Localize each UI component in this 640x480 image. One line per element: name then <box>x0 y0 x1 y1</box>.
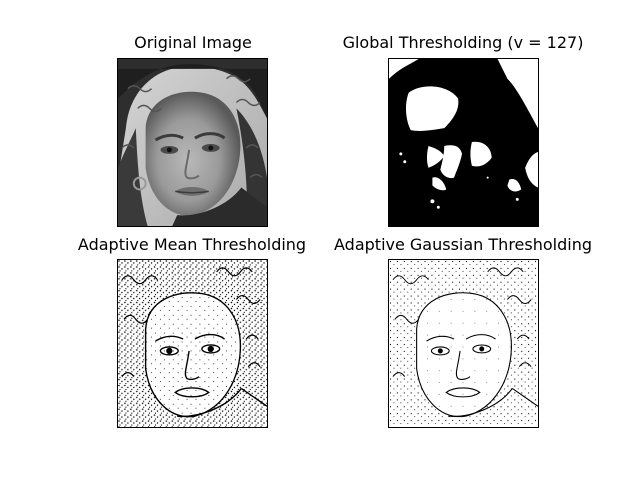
panel-title-global-threshold: Global Thresholding (v = 127) <box>342 33 584 52</box>
panel-title-adaptive-gaussian: Adaptive Gaussian Thresholding <box>334 235 592 254</box>
global-threshold-image <box>389 59 538 226</box>
adaptive-mean-image <box>118 260 267 427</box>
panel-adaptive-mean <box>117 259 268 428</box>
panel-title-adaptive-mean: Adaptive Mean Thresholding <box>77 235 307 254</box>
adaptive-gaussian-image <box>389 260 538 427</box>
panel-original-image <box>117 58 268 227</box>
panel-title-original: Original Image <box>134 33 252 52</box>
original-image <box>118 59 267 226</box>
panel-adaptive-gaussian <box>388 259 539 428</box>
panel-global-threshold <box>388 58 539 227</box>
